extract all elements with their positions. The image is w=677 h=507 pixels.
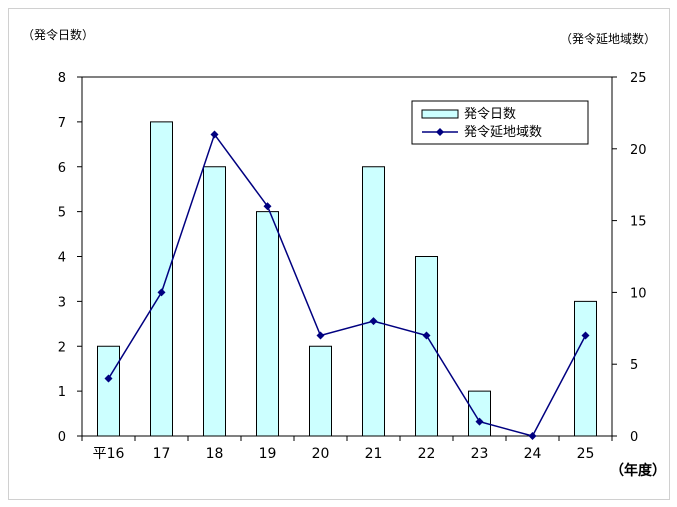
line-point — [104, 374, 113, 383]
bar — [574, 300, 597, 437]
y2-tick-label: 20 — [630, 143, 647, 158]
line-point — [422, 331, 431, 340]
y2-tick-label: 25 — [630, 71, 647, 86]
line-series — [107, 132, 587, 437]
legend-label: 発令日数 — [464, 107, 516, 122]
bar — [97, 345, 120, 437]
x-tick-label: 22 — [418, 446, 436, 462]
y-tick-label: 4 — [58, 251, 66, 266]
line-point — [475, 417, 484, 426]
y-tick-label: 7 — [58, 116, 66, 131]
bar — [362, 166, 385, 437]
bar — [203, 166, 226, 437]
bar — [468, 390, 491, 437]
y-tick-label: 6 — [58, 161, 66, 176]
line-point — [263, 202, 272, 211]
y2-tick-label: 15 — [630, 215, 647, 230]
x-tick-label: 20 — [312, 446, 330, 462]
legend-label: 発令延地域数 — [464, 125, 542, 140]
y-tick-label: 5 — [58, 206, 66, 221]
line-point — [528, 432, 537, 440]
legend-box — [411, 100, 589, 145]
line-point — [369, 317, 378, 326]
y-tick-label: 8 — [58, 71, 66, 86]
y-tick-label: 0 — [58, 430, 66, 445]
y2-tick-label: 10 — [630, 286, 647, 301]
x-axis-unit: （年度） — [610, 463, 666, 479]
line-point — [157, 288, 166, 297]
bar — [150, 121, 173, 437]
bar — [309, 345, 332, 437]
bar — [256, 211, 279, 437]
x-tick-label: 平16 — [93, 446, 125, 462]
legend-line-marker — [436, 128, 444, 136]
x-tick-label: 17 — [153, 446, 171, 462]
y-tick-label: 2 — [58, 340, 66, 355]
bar — [415, 256, 438, 437]
y-tick-label: 3 — [58, 295, 66, 310]
line-point — [581, 331, 590, 340]
x-tick-label: 24 — [524, 446, 542, 462]
line-point — [316, 331, 325, 340]
right-axis-unit: （発令延地域数） — [560, 32, 657, 46]
x-tick-label: 21 — [365, 446, 383, 462]
y2-tick-label: 5 — [630, 358, 638, 373]
x-tick-label: 18 — [206, 446, 224, 462]
left-axis-unit: （発令日数） — [22, 28, 95, 42]
x-tick-label: 23 — [471, 446, 489, 462]
y-tick-label: 1 — [58, 385, 66, 400]
x-tick-label: 19 — [259, 446, 277, 462]
legend-bar-swatch — [421, 109, 459, 119]
line-point — [210, 130, 219, 139]
x-tick-label: 25 — [577, 446, 595, 462]
y2-tick-label: 0 — [630, 430, 638, 445]
